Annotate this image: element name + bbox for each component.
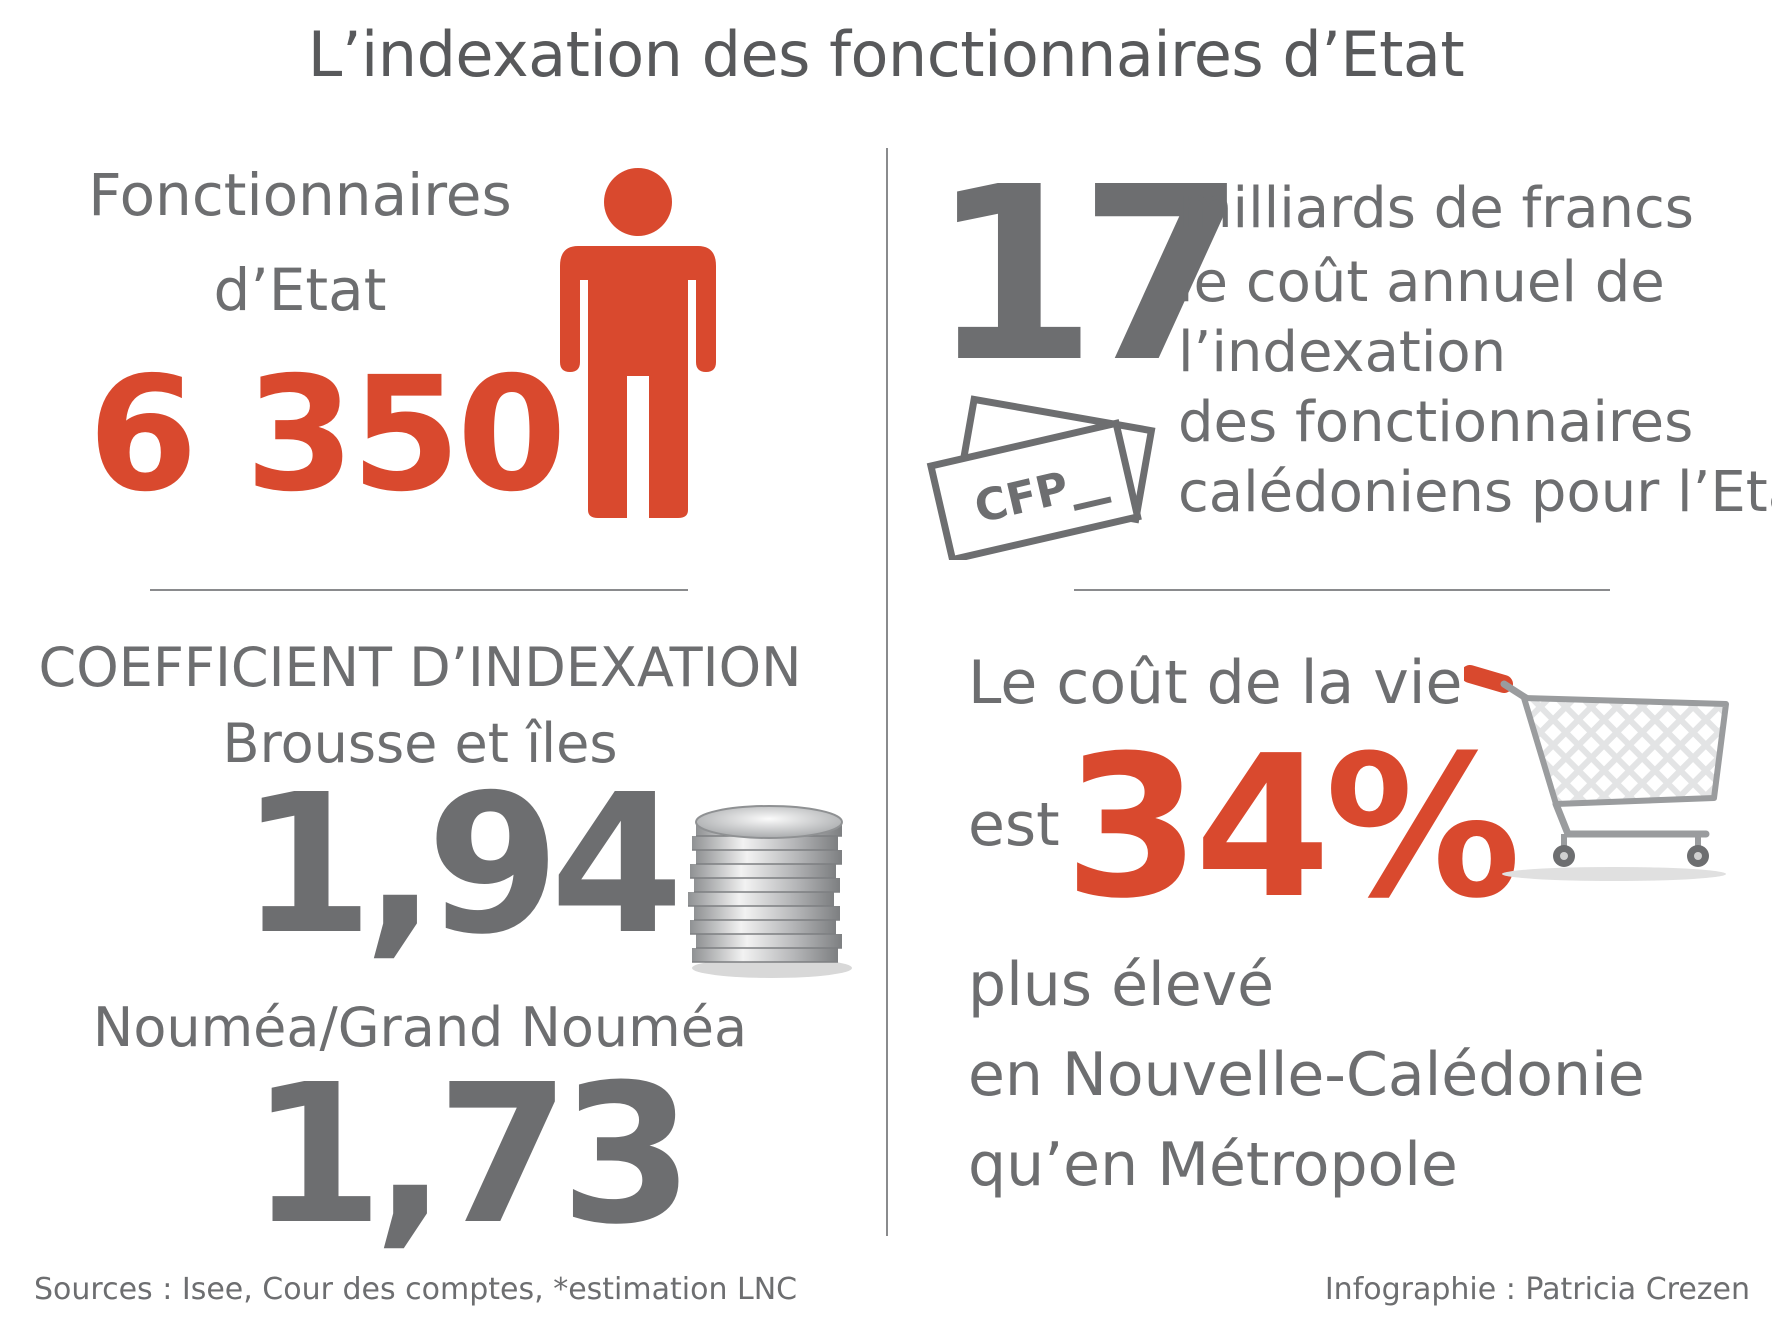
fonctionnaires-label-line2: d’Etat bbox=[213, 256, 387, 324]
cost-of-living-line5: qu’en Métropole bbox=[968, 1130, 1458, 1200]
brousse-label: Brousse et îles bbox=[222, 712, 618, 775]
cost-line1: milliards de francs bbox=[1178, 176, 1694, 241]
coins-icon bbox=[688, 805, 852, 978]
cost-of-living-line1: Le coût de la vie bbox=[968, 648, 1463, 718]
cost-line3: l’indexation bbox=[1178, 320, 1507, 385]
cost-line4: des fonctionnaires bbox=[1178, 390, 1694, 455]
banknote-icon: CFP bbox=[926, 395, 1156, 560]
brousse-value: 1,94 bbox=[240, 754, 684, 977]
fonctionnaires-count: 6 350 bbox=[88, 343, 567, 527]
cost-line2: le coût annuel de bbox=[1178, 250, 1665, 315]
cost-line5: calédoniens pour l’Etat* bbox=[1178, 460, 1772, 525]
cost-value: 17 bbox=[930, 135, 1246, 415]
noumea-value: 1,73 bbox=[250, 1044, 694, 1267]
cost-of-living-line3: plus élevé bbox=[968, 950, 1275, 1020]
fonctionnaires-label-line1: Fonctionnaires bbox=[88, 161, 512, 229]
horizontal-divider-left bbox=[150, 589, 688, 591]
person-icon bbox=[560, 168, 716, 518]
horizontal-divider-right bbox=[1074, 589, 1610, 591]
cost-of-living-percent: 34% bbox=[1064, 714, 1521, 942]
fonctionnaires-label: Fonctionnaires d’Etat bbox=[80, 148, 520, 338]
coefficient-title: COEFFICIENT D’INDEXATION bbox=[38, 636, 802, 699]
vertical-divider bbox=[886, 148, 888, 1236]
noumea-label: Nouméa/Grand Nouméa bbox=[92, 996, 748, 1059]
shopping-cart-icon bbox=[1464, 665, 1729, 881]
sources-note: Sources : Isee, Cour des comptes, *estim… bbox=[34, 1272, 798, 1307]
page-title: L’indexation des fonctionnaires d’Etat bbox=[307, 18, 1465, 91]
cost-of-living-prefix: est bbox=[968, 790, 1060, 860]
cost-of-living-line4: en Nouvelle-Calédonie bbox=[968, 1040, 1645, 1110]
credit-note: Infographie : Patricia Crezen bbox=[1324, 1272, 1750, 1307]
